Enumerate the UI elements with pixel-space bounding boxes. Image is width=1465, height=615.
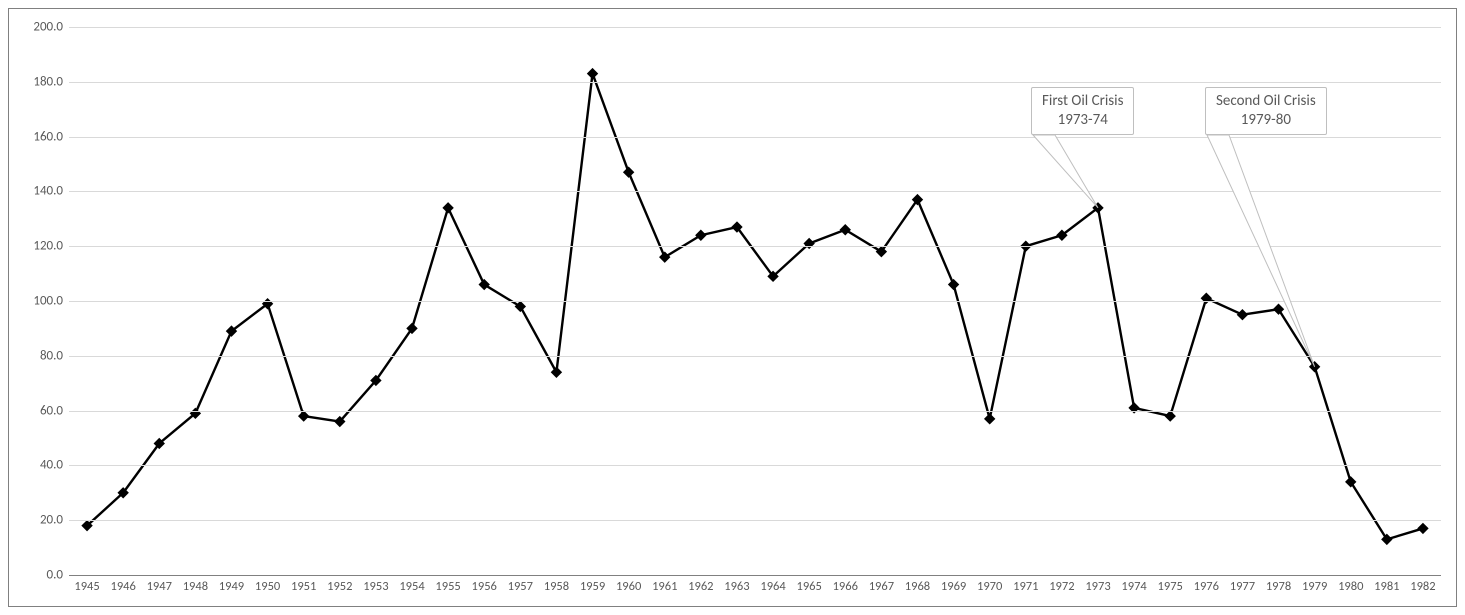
- chart-frame: 0.020.040.060.080.0100.0120.0140.0160.01…: [8, 8, 1457, 607]
- callout-second-oil-crisis: Second Oil Crisis1979-80: [1205, 87, 1327, 135]
- callout-line: 1979-80: [1216, 111, 1316, 130]
- callout-line: Second Oil Crisis: [1216, 92, 1316, 111]
